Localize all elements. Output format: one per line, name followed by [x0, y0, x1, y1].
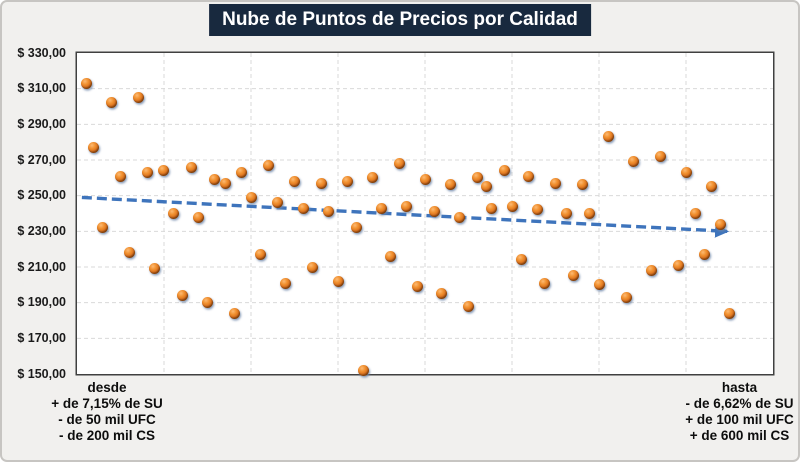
data-point	[516, 254, 528, 266]
y-axis-tick-label: $ 310,00	[17, 81, 66, 96]
data-point	[690, 208, 702, 219]
data-point	[393, 158, 405, 170]
data-point	[411, 281, 423, 293]
data-point	[453, 211, 465, 223]
data-point	[124, 247, 136, 259]
data-point	[724, 307, 736, 319]
data-point	[262, 159, 274, 171]
chart-title: Nube de Puntos de Precios por Calidad	[209, 4, 591, 36]
y-axis-tick-label: $ 150,00	[17, 366, 66, 381]
data-point	[698, 249, 710, 261]
data-point	[714, 218, 726, 230]
data-point	[538, 277, 550, 289]
data-point	[506, 200, 518, 212]
x-axis-annotation-hasta: hasta - de 6,62% de SU + de 100 mil UFC + d…	[642, 380, 798, 444]
data-point	[142, 166, 154, 178]
data-point	[157, 165, 169, 177]
y-axis-tick-label: $ 170,00	[17, 330, 66, 345]
data-point	[680, 166, 692, 178]
annotation-line: + de 600 mil CS	[689, 428, 790, 443]
data-point	[88, 142, 100, 154]
data-point	[149, 263, 161, 275]
data-point	[220, 177, 232, 189]
y-axis-tick-label: $ 290,00	[17, 116, 66, 131]
data-point	[185, 161, 197, 173]
y-axis-tick-label: $ 230,00	[17, 223, 66, 238]
data-point	[228, 307, 240, 319]
data-point	[306, 261, 318, 273]
data-point	[472, 172, 484, 184]
annotation-line: hasta	[721, 380, 758, 395]
data-point	[114, 170, 126, 182]
data-point	[236, 166, 248, 178]
data-point	[550, 177, 562, 189]
data-point	[298, 202, 310, 214]
data-point	[254, 249, 266, 261]
data-point	[584, 208, 596, 219]
y-axis-tick-label: $ 270,00	[17, 152, 66, 167]
data-point	[132, 92, 144, 104]
gridlines-and-trendline-layer	[77, 53, 773, 374]
annotation-line: - de 6,62% de SU	[685, 396, 794, 411]
data-point	[576, 179, 588, 191]
data-point	[706, 181, 718, 193]
data-point	[419, 174, 431, 186]
data-point	[593, 279, 605, 291]
data-point	[401, 200, 413, 212]
data-point	[602, 131, 614, 143]
plot-area	[77, 53, 773, 376]
data-point	[332, 275, 344, 287]
y-axis-tick-label: $ 190,00	[17, 295, 66, 310]
data-point	[322, 206, 334, 218]
annotation-line: - de 200 mil CS	[58, 428, 156, 443]
x-axis-annotation-desde: desde + de 7,15% de SU - de 50 mil UFC - de…	[22, 380, 192, 444]
annotation-line: + de 100 mil UFC	[685, 412, 794, 427]
data-point	[80, 77, 92, 89]
data-point	[358, 364, 370, 376]
data-point	[202, 297, 214, 309]
annotation-line: - de 50 mil UFC	[58, 412, 156, 427]
data-point	[428, 206, 440, 218]
annotation-line: + de 7,15% de SU	[51, 396, 163, 411]
data-point	[288, 175, 300, 187]
data-point	[620, 291, 632, 303]
y-axis-tick-label: $ 210,00	[17, 259, 66, 274]
data-point	[462, 300, 474, 312]
data-point	[271, 197, 283, 209]
data-point	[97, 222, 109, 234]
data-point	[245, 191, 257, 203]
data-point	[480, 181, 492, 193]
data-point	[498, 165, 510, 177]
data-point	[106, 97, 118, 109]
data-point	[167, 208, 179, 219]
y-axis-tick-label: $ 250,00	[17, 188, 66, 203]
annotation-line: desde	[87, 380, 127, 395]
data-point	[531, 204, 543, 216]
data-point	[568, 270, 580, 282]
data-point	[628, 156, 640, 168]
data-point	[672, 259, 684, 271]
data-point	[367, 172, 379, 184]
data-point	[445, 179, 457, 191]
data-point	[376, 202, 388, 214]
data-point	[315, 177, 327, 189]
data-point	[655, 150, 667, 162]
y-axis-tick-label: $ 330,00	[17, 45, 66, 60]
data-point	[385, 250, 397, 262]
data-point	[645, 265, 657, 277]
trendline	[81, 195, 730, 238]
data-point	[280, 277, 292, 289]
data-point	[436, 288, 448, 300]
data-point	[486, 202, 498, 214]
data-point	[341, 175, 353, 187]
data-point	[522, 170, 534, 182]
data-point	[176, 290, 188, 302]
data-point	[350, 222, 362, 234]
data-point	[193, 211, 205, 223]
data-point	[209, 174, 221, 186]
data-point	[560, 208, 572, 219]
